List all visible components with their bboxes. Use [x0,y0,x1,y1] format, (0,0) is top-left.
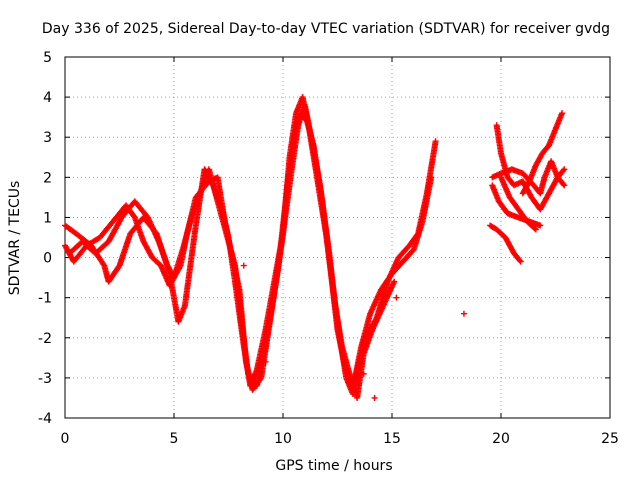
y-tick-label: 2 [43,170,52,186]
data-point [360,370,367,377]
y-tick-label: -1 [38,291,52,307]
data-points [62,94,568,401]
data-point [262,358,269,365]
data-point [428,174,435,181]
data-point [560,167,567,174]
y-tick-label: 1 [43,210,52,226]
data-point [532,226,539,233]
y-tick-label: 5 [43,50,52,66]
plot-frame [64,56,611,419]
x-tick-label: 0 [61,431,70,447]
x-tick-label: 10 [274,431,292,447]
data-point [517,258,524,265]
y-tick-label: 0 [43,251,52,267]
data-point [561,182,568,189]
chart-title: Day 336 of 2025, Sidereal Day-to-day VTE… [42,21,610,37]
data-point [232,266,239,273]
axis-ticks: 0 5 10 15 20 25 -4 -3 -2 -1 0 1 2 3 4 5 [38,50,619,447]
y-tick-label: 3 [43,130,52,146]
x-tick-label: 20 [492,431,510,447]
data-point [240,262,247,269]
data-point [531,225,538,232]
x-tick-label: 25 [601,431,619,447]
x-tick-label: 15 [383,431,401,447]
data-point [537,222,544,229]
data-point [559,110,566,117]
x-axis-label: GPS time / hours [275,458,392,474]
data-point [561,166,568,173]
data-point [371,394,378,401]
data-point [516,257,523,264]
data-point [391,278,398,285]
data-point [393,294,400,301]
x-tick-label: 5 [170,431,179,447]
data-point [432,138,439,145]
grid [65,57,610,418]
y-axis-label: SDTVAR / TECUs [7,181,23,296]
y-tick-label: -4 [38,411,52,427]
data-point [460,310,467,317]
data-point [560,181,567,188]
y-tick-label: 4 [43,90,52,106]
y-tick-label: -2 [38,331,52,347]
y-tick-label: -3 [38,371,52,387]
